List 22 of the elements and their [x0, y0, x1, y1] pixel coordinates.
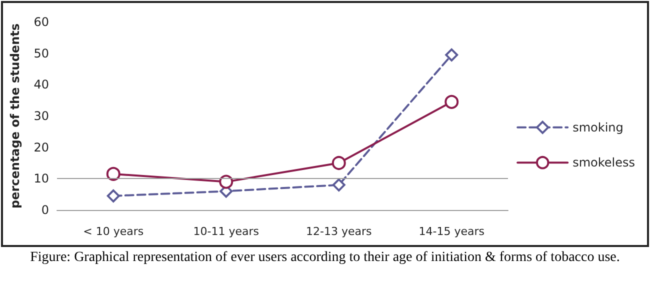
y-tick-label: 0: [41, 203, 49, 217]
y-tick-label: 60: [34, 15, 49, 29]
x-tick-label: 10-11 years: [193, 225, 260, 238]
point: [332, 178, 346, 192]
point: [106, 166, 120, 181]
legend-label: smokeless: [572, 156, 636, 170]
legend-label: smoking: [572, 120, 624, 134]
x-tick-label: < 10 years: [83, 225, 144, 238]
y-tick-label: 30: [34, 109, 49, 123]
point: [444, 94, 459, 109]
y-tick-label: 50: [34, 46, 49, 60]
y-tick-label: 10: [34, 172, 49, 186]
point: [445, 48, 458, 62]
x-tick-label: 14-15 years: [418, 225, 485, 238]
x-tick-label: 12-13 years: [306, 225, 372, 238]
y-axis-title: percentage of the students: [8, 24, 22, 208]
point: [106, 189, 120, 202]
y-tick-label: 20: [34, 140, 49, 154]
y-tick-label: 40: [34, 78, 49, 92]
point: [219, 174, 234, 189]
text: Figure: Graphical representation of ever users according to their age of initiation & forms of tobacco use.: [29, 250, 621, 265]
point: [332, 156, 346, 170]
